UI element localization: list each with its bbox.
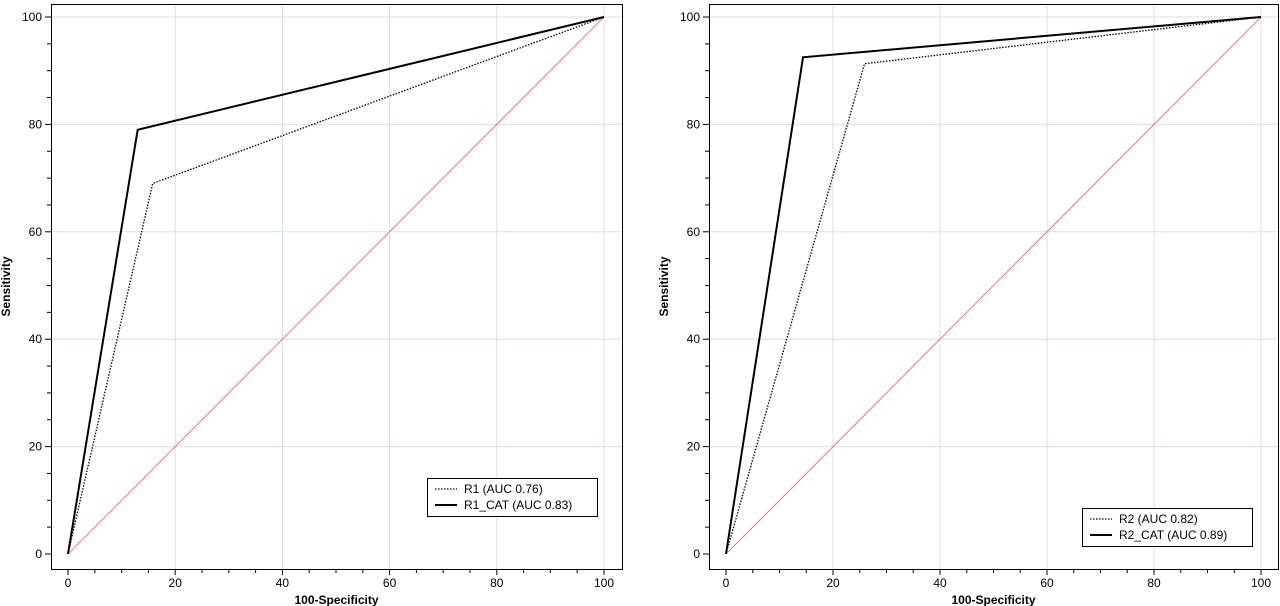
- y-tick-label: 0: [693, 547, 700, 561]
- y-tick-label: 40: [29, 332, 43, 346]
- x-tick-label: 80: [490, 576, 504, 590]
- legend: R2 (AUC 0.82) R2_CAT (AUC 0.89): [1082, 508, 1253, 547]
- y-tick-label: 40: [687, 332, 701, 346]
- x-tick-label: 80: [1147, 576, 1161, 590]
- legend: R1 (AUC 0.76) R1_CAT (AUC 0.83): [427, 478, 598, 517]
- y-tick-label: 20: [687, 440, 701, 454]
- reference-diagonal: [725, 16, 1262, 555]
- plot-frame: [51, 4, 623, 570]
- x-tick-label: 0: [65, 576, 72, 590]
- legend-label-1: R1 (AUC 0.76): [464, 482, 543, 496]
- chart-panel-1: 0 20 40 60 80 100 0 20 40 60 80 100 100-Specificity S…: [0, 4, 623, 606]
- series-line-1: [67, 16, 605, 555]
- x-axis-label: 100-Specificity: [294, 593, 378, 606]
- y-tick-label: 80: [29, 117, 43, 131]
- x-tick-label: 60: [1040, 576, 1054, 590]
- reference-diagonal: [67, 16, 605, 555]
- y-tick-label: 60: [687, 225, 701, 239]
- y-axis-label: Sensitivity: [0, 256, 13, 316]
- legend-label-1: R2 (AUC 0.82): [1119, 512, 1198, 526]
- legend-box: [1082, 508, 1253, 547]
- y-tick-label: 80: [687, 117, 701, 131]
- y-axis-label: Sensitivity: [657, 256, 671, 316]
- y-tick-label: 100: [680, 10, 700, 24]
- x-axis-label: 100-Specificity: [951, 593, 1035, 606]
- y-tick-label: 0: [35, 547, 42, 561]
- series-line-2: [67, 16, 605, 555]
- x-tick-label: 20: [826, 576, 840, 590]
- series-line-2: [725, 16, 1262, 555]
- chart-panel-2: 0 20 40 60 80 100 0 20 40 60 80 100 100-Specificity S…: [657, 4, 1279, 606]
- x-tick-label: 60: [383, 576, 397, 590]
- y-tick-label: 20: [29, 440, 43, 454]
- legend-label-2: R2_CAT (AUC 0.89): [1119, 528, 1227, 542]
- legend-box: [427, 478, 598, 517]
- x-tick-label: 100: [1251, 576, 1271, 590]
- legend-label-2: R1_CAT (AUC 0.83): [464, 498, 572, 512]
- y-tick-label: 60: [29, 225, 43, 239]
- x-tick-label: 100: [594, 576, 614, 590]
- x-tick-label: 20: [169, 576, 183, 590]
- y-tick-label: 100: [22, 10, 42, 24]
- x-tick-label: 40: [276, 576, 290, 590]
- x-tick-label: 0: [723, 576, 730, 590]
- x-tick-label: 40: [933, 576, 947, 590]
